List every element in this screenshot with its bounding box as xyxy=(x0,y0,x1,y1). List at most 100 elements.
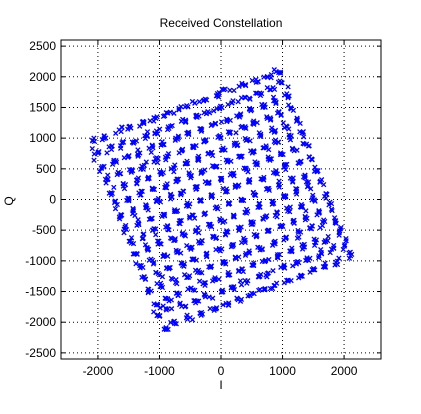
constellation-point xyxy=(224,118,230,125)
constellation-point xyxy=(138,188,144,194)
constellation-point xyxy=(169,236,175,242)
constellation-point xyxy=(91,151,97,157)
constellation-point xyxy=(176,105,182,111)
constellation-point xyxy=(262,104,268,110)
x-tick-label: 0 xyxy=(218,364,225,378)
constellation-point xyxy=(200,98,207,104)
constellation-point xyxy=(112,206,119,212)
constellation-point xyxy=(154,159,161,166)
constellation-point xyxy=(168,166,174,172)
constellation-point xyxy=(99,163,105,170)
constellation-point xyxy=(312,239,318,246)
constellation-point xyxy=(230,214,237,220)
constellation-point xyxy=(177,301,183,308)
constellation-point xyxy=(316,208,322,214)
constellation-point xyxy=(264,85,270,91)
constellation-point xyxy=(148,149,154,156)
constellation-point xyxy=(259,258,265,265)
constellation-point xyxy=(277,70,284,76)
constellation-point xyxy=(167,123,174,130)
constellation-point xyxy=(149,215,155,221)
constellation-point xyxy=(205,221,212,228)
constellation-point xyxy=(264,115,270,122)
constellation-point xyxy=(185,129,192,135)
constellation-point xyxy=(217,175,224,182)
x-tick-label: -1000 xyxy=(144,364,175,378)
constellation-point xyxy=(187,285,194,292)
constellation-point xyxy=(196,156,202,162)
constellation-point xyxy=(225,157,231,164)
constellation-point xyxy=(157,126,163,132)
constellation-point xyxy=(349,251,355,258)
constellation-point xyxy=(140,235,146,242)
constellation-point xyxy=(133,138,140,144)
constellation-point xyxy=(187,201,193,207)
constellation-point xyxy=(158,169,164,176)
constellation-point xyxy=(299,130,305,136)
constellation-point xyxy=(141,231,147,237)
constellation-point xyxy=(295,227,301,234)
constellation-point xyxy=(96,149,102,155)
constellation-point xyxy=(308,186,314,192)
constellation-point xyxy=(186,213,193,220)
constellation-point xyxy=(183,303,189,309)
constellation-point xyxy=(238,282,245,288)
constellation-point xyxy=(173,135,179,141)
constellation-point xyxy=(167,109,173,115)
constellation-point xyxy=(233,255,240,262)
constellation-point xyxy=(153,226,159,232)
constellation-point xyxy=(183,315,190,321)
constellation-point xyxy=(225,272,231,278)
constellation-point xyxy=(231,87,237,94)
constellation-point xyxy=(146,175,152,182)
constellation-point xyxy=(242,209,248,215)
constellation-point xyxy=(223,229,230,235)
constellation-point xyxy=(157,280,164,286)
constellation-point xyxy=(144,129,151,135)
constellation-point xyxy=(230,212,237,218)
constellation-point xyxy=(179,262,186,269)
constellation-point xyxy=(89,145,95,152)
constellation-point xyxy=(336,230,342,236)
constellation-point xyxy=(210,233,216,239)
constellation-point xyxy=(268,156,275,162)
constellation-point xyxy=(229,284,235,290)
constellation-point xyxy=(189,143,196,149)
constellation-point xyxy=(225,302,232,308)
constellation-point xyxy=(140,166,146,172)
constellation-point xyxy=(163,157,169,163)
constellation-point xyxy=(263,143,269,149)
constellation-point xyxy=(304,257,310,263)
constellation-point xyxy=(321,239,327,246)
constellation-point xyxy=(227,200,233,207)
constellation-point xyxy=(233,130,239,136)
constellation-point xyxy=(336,255,342,261)
constellation-point xyxy=(303,208,309,214)
constellation-point xyxy=(222,218,228,224)
constellation-point xyxy=(269,242,276,248)
constellation-point xyxy=(234,113,240,119)
constellation-point xyxy=(323,191,330,197)
constellation-point xyxy=(150,186,156,192)
constellation-point xyxy=(235,183,241,189)
constellation-point xyxy=(111,199,118,206)
constellation-point xyxy=(277,69,284,75)
constellation-point xyxy=(201,211,207,218)
constellation-point xyxy=(296,275,302,281)
constellation-point xyxy=(236,114,243,120)
constellation-point xyxy=(239,197,245,203)
constellation-point xyxy=(270,200,276,207)
constellation-point xyxy=(259,246,265,253)
constellation-point xyxy=(147,118,153,124)
constellation-point xyxy=(163,295,169,302)
constellation-point xyxy=(239,80,245,87)
constellation-point xyxy=(213,93,220,99)
constellation-point xyxy=(196,99,203,105)
constellation-point xyxy=(212,205,218,211)
constellation-point xyxy=(141,162,148,169)
constellation-point xyxy=(256,287,262,294)
constellation-point xyxy=(185,274,192,280)
constellation-point xyxy=(111,184,117,191)
constellation-point xyxy=(227,130,233,137)
constellation-point xyxy=(240,268,246,275)
